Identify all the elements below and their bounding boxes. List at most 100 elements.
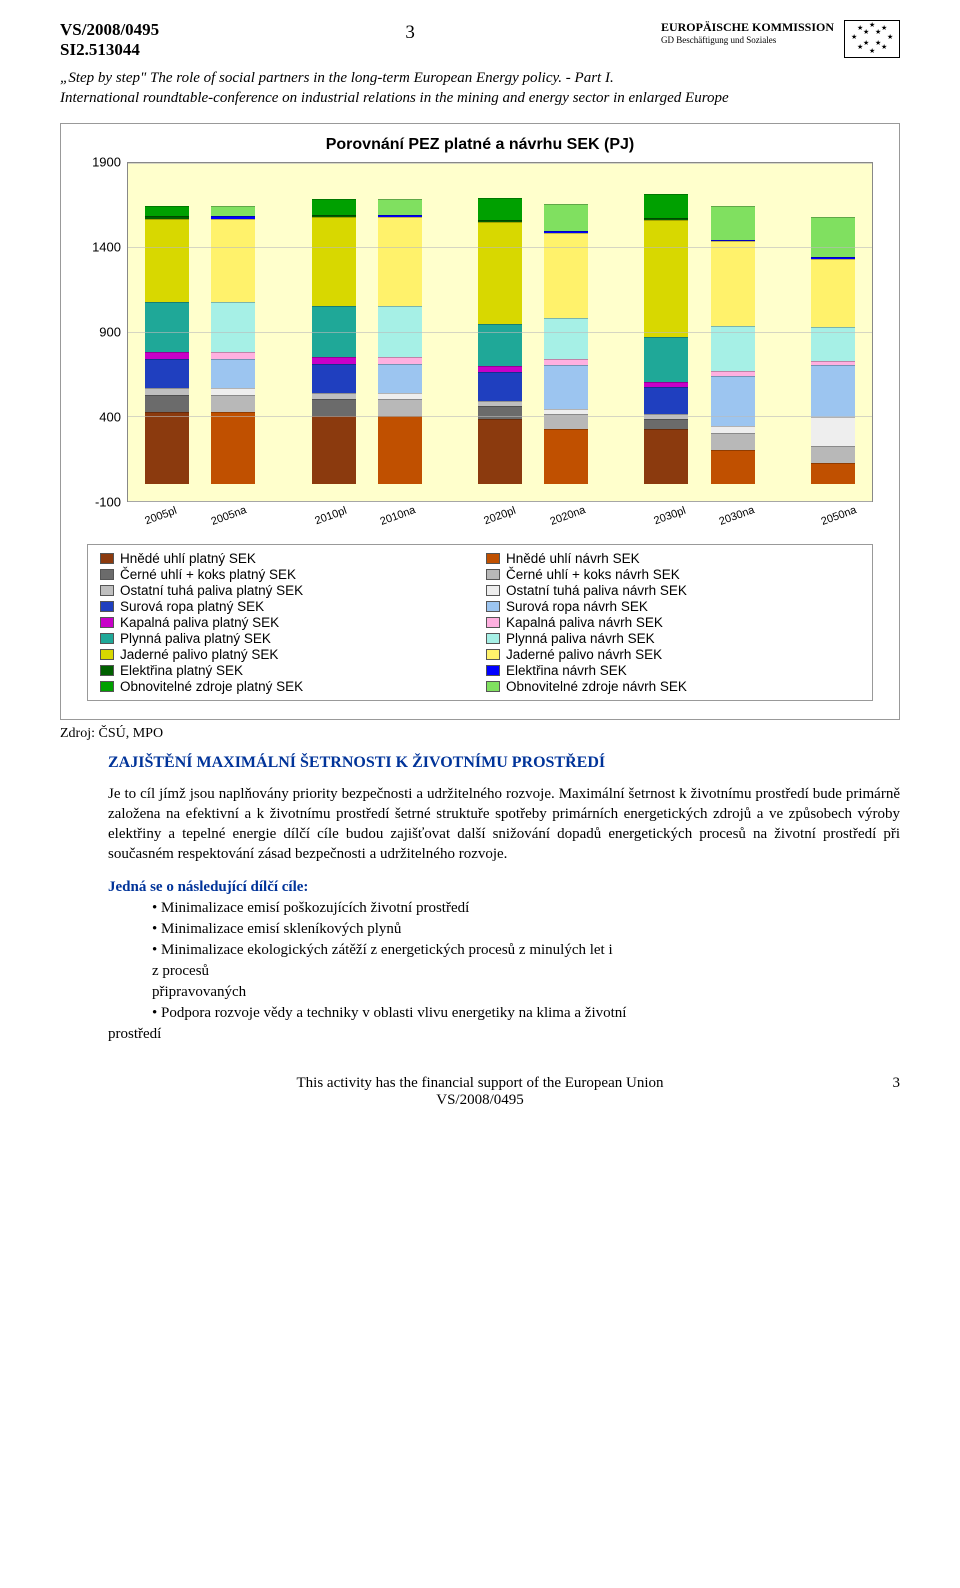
- footer-line2: VS/2008/0495: [60, 1092, 900, 1109]
- legend-label: Obnovitelné zdroje návrh SEK: [506, 679, 687, 694]
- bar-segment-obnov: [811, 217, 855, 258]
- legend: Hnědé uhlí platný SEKČerné uhlí + koks p…: [87, 544, 873, 701]
- bar-segment-surova: [145, 359, 189, 389]
- bar-segment-surova: [644, 387, 688, 414]
- bullet-item: Minimalizace ekologických zátěží z energ…: [152, 940, 900, 1003]
- title-block: „Step by step" The role of social partne…: [60, 68, 900, 109]
- legend-swatch: [100, 649, 114, 660]
- page-header: VS/2008/0495 SI2.513044 3 EUROPÄISCHE KO…: [60, 20, 900, 60]
- legend-label: Černé uhlí + koks návrh SEK: [506, 567, 680, 582]
- bar-segment-cerne: [312, 399, 356, 415]
- bar-segment-ostatni: [711, 426, 755, 433]
- legend-label: Jaderné palivo platný SEK: [120, 647, 278, 662]
- legend-item: Elektřina platný SEK: [100, 663, 474, 678]
- y-tick: -100: [95, 494, 121, 509]
- legend-item: Elektřina návrh SEK: [486, 663, 860, 678]
- bar-segment-hnede: [145, 412, 189, 483]
- ec-line2: GD Beschäftigung und Soziales: [661, 35, 834, 45]
- ec-block: EUROPÄISCHE KOMMISSION GD Beschäftigung …: [661, 20, 900, 58]
- bar-segment-jaderne: [544, 233, 588, 318]
- doc-sub-id: SI2.513044: [60, 40, 159, 60]
- bar-segment-kapalna: [312, 357, 356, 364]
- legend-swatch: [486, 681, 500, 692]
- chart-plot: 19001400900400-100: [87, 162, 873, 502]
- doc-id-block: VS/2008/0495 SI2.513044: [60, 20, 159, 60]
- bar-segment-ostatni: [811, 417, 855, 446]
- legend-label: Elektřina návrh SEK: [506, 663, 627, 678]
- legend-item: Hnědé uhlí návrh SEK: [486, 551, 860, 566]
- legend-swatch: [486, 601, 500, 612]
- bar-segment-hnede: [211, 412, 255, 483]
- bar-segment-jaderne: [145, 219, 189, 302]
- bar-segment-hnede: [711, 450, 755, 484]
- bar-segment-obnov: [544, 204, 588, 231]
- bar-group: [134, 206, 200, 501]
- bar-segment-surova: [211, 359, 255, 389]
- bar-segment-obnov: [145, 206, 189, 216]
- legend-label: Elektřina platný SEK: [120, 663, 243, 678]
- bar-segment-plynna: [644, 337, 688, 381]
- x-label: 2005pl: [127, 498, 195, 532]
- legend-label: Hnědé uhlí platný SEK: [120, 551, 256, 566]
- bar: [644, 194, 688, 484]
- bullet-item: Minimalizace emisí skleníkových plynů: [152, 919, 900, 940]
- x-label: 2030na: [703, 498, 771, 532]
- legend-label: Kapalná paliva návrh SEK: [506, 615, 663, 630]
- bar-segment-surova: [811, 365, 855, 418]
- legend-label: Plynná paliva návrh SEK: [506, 631, 655, 646]
- bar-segment-ostatni: [211, 388, 255, 395]
- legend-label: Černé uhlí + koks platný SEK: [120, 567, 296, 582]
- legend-swatch: [486, 617, 500, 628]
- bar-segment-obnov: [644, 194, 688, 219]
- y-tick: 400: [99, 409, 121, 424]
- legend-swatch: [486, 585, 500, 596]
- bar-segment-hnede: [378, 416, 422, 484]
- bar-segment-cerne: [211, 395, 255, 412]
- title-line2: International roundtable-conference on i…: [60, 88, 900, 108]
- legend-swatch: [486, 553, 500, 564]
- bar-segment-kapalna: [211, 352, 255, 359]
- y-axis: 19001400900400-100: [87, 162, 127, 502]
- bar-segment-surova: [544, 365, 588, 409]
- legend-item: Hnědé uhlí platný SEK: [100, 551, 474, 566]
- bar-segment-hnede: [811, 463, 855, 483]
- bar-segment-jaderne: [211, 219, 255, 302]
- legend-left-col: Hnědé uhlí platný SEKČerné uhlí + koks p…: [100, 551, 474, 694]
- bar-segment-kapalna: [145, 352, 189, 359]
- y-tick: 1900: [92, 154, 121, 169]
- legend-label: Surová ropa platný SEK: [120, 599, 264, 614]
- bar-segment-jaderne: [478, 222, 522, 324]
- bar-group: [700, 206, 766, 501]
- ec-text: EUROPÄISCHE KOMMISSION GD Beschäftigung …: [661, 20, 834, 45]
- x-label: 2050na: [805, 498, 873, 532]
- bar: [478, 198, 522, 484]
- bar-segment-cerne: [644, 419, 688, 429]
- legend-item: Surová ropa platný SEK: [100, 599, 474, 614]
- bar-segment-obnov: [711, 206, 755, 240]
- bar-segment-surova: [711, 376, 755, 425]
- bar: [378, 199, 422, 484]
- legend-swatch: [100, 665, 114, 676]
- x-label: 2020pl: [466, 498, 534, 532]
- y-tick: 900: [99, 324, 121, 339]
- legend-item: Černé uhlí + koks návrh SEK: [486, 567, 860, 582]
- section-title: ZAJIŠTĚNÍ MAXIMÁLNÍ ŠETRNOSTI K ŽIVOTNÍM…: [108, 754, 900, 772]
- legend-swatch: [100, 681, 114, 692]
- legend-swatch: [100, 601, 114, 612]
- doc-id: VS/2008/0495: [60, 20, 159, 40]
- bar: [544, 204, 588, 484]
- bar: [312, 199, 356, 484]
- bar-group: [200, 206, 266, 501]
- title-line1: „Step by step" The role of social partne…: [60, 68, 900, 88]
- x-label: 2030pl: [636, 498, 704, 532]
- bar-group: [633, 194, 699, 501]
- bar-segment-cerne: [145, 395, 189, 412]
- x-label: 2010pl: [297, 498, 365, 532]
- legend-swatch: [100, 617, 114, 628]
- bar-segment-kapalna: [378, 357, 422, 364]
- legend-swatch: [486, 649, 500, 660]
- bar: [811, 217, 855, 484]
- legend-item: Ostatní tuhá paliva platný SEK: [100, 583, 474, 598]
- bar-segment-obnov: [478, 198, 522, 220]
- legend-label: Kapalná paliva platný SEK: [120, 615, 279, 630]
